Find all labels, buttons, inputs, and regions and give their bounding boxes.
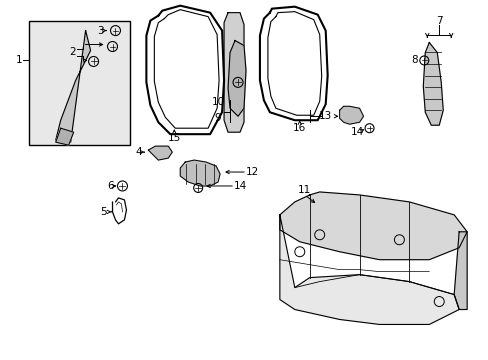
Text: 2: 2 xyxy=(69,48,76,58)
Text: 10: 10 xyxy=(211,97,224,107)
Text: 16: 16 xyxy=(293,123,306,133)
Text: 4: 4 xyxy=(135,147,142,157)
Text: 14: 14 xyxy=(233,181,246,191)
FancyBboxPatch shape xyxy=(29,21,130,145)
Text: 12: 12 xyxy=(245,167,258,177)
Text: 6: 6 xyxy=(107,181,114,191)
Polygon shape xyxy=(279,215,458,324)
Polygon shape xyxy=(180,160,220,186)
Text: 11: 11 xyxy=(298,185,311,195)
Polygon shape xyxy=(339,106,363,124)
Text: 9: 9 xyxy=(214,113,221,123)
Polygon shape xyxy=(227,41,245,116)
Polygon shape xyxy=(56,128,74,145)
Polygon shape xyxy=(279,192,466,260)
Text: 8: 8 xyxy=(410,55,417,66)
Polygon shape xyxy=(453,232,466,310)
Polygon shape xyxy=(56,31,90,142)
Text: 5: 5 xyxy=(100,207,107,217)
Text: 14: 14 xyxy=(350,127,364,137)
Text: 13: 13 xyxy=(318,111,332,121)
Polygon shape xyxy=(224,13,244,132)
Text: 15: 15 xyxy=(167,133,181,143)
Text: 3: 3 xyxy=(97,26,103,36)
Polygon shape xyxy=(423,42,442,125)
Polygon shape xyxy=(148,146,172,160)
Text: 1: 1 xyxy=(16,55,22,66)
Text: 7: 7 xyxy=(435,15,442,26)
